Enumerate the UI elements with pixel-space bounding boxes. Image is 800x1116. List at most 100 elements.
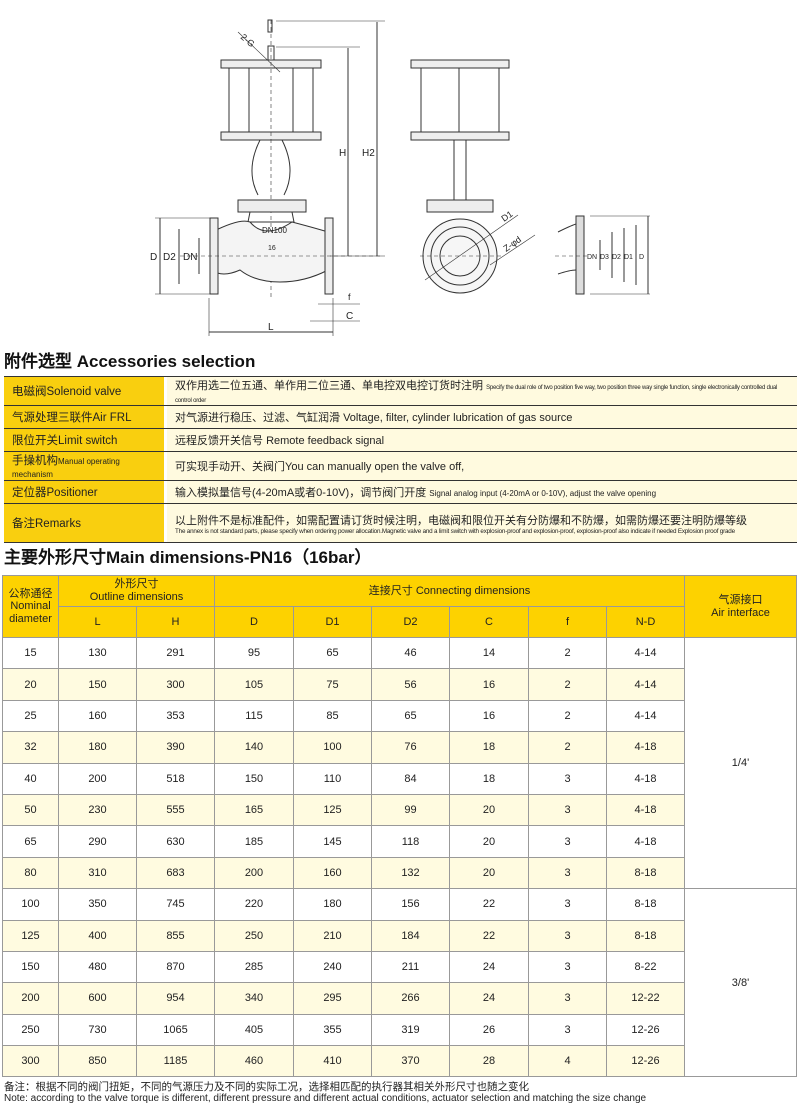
accessories-table: 电磁阀Solenoid valve 双作用选二位五通、单作用二位三通、单电控双电控… bbox=[4, 376, 797, 543]
table-cell: 3 bbox=[528, 762, 607, 795]
table-row: 125 400 855 250 210 184 22 3 8-18 bbox=[2, 919, 797, 952]
table-cell: 291 bbox=[136, 636, 215, 670]
table-cell: 65 bbox=[293, 636, 372, 670]
table-cell: 22 bbox=[449, 919, 529, 952]
table-cell: 3 bbox=[528, 919, 607, 952]
c-label: C bbox=[346, 311, 353, 322]
table-cell: 518 bbox=[136, 762, 215, 795]
accessory-row: 手操机构Manual operating mechanism 可实现手动开、关阀门… bbox=[4, 452, 797, 480]
d2-label: D2 bbox=[163, 252, 176, 263]
table-cell: 65 bbox=[371, 699, 450, 733]
accessory-desc-cn: 远程反馈开关信号 bbox=[175, 435, 263, 447]
table-cell: 16 bbox=[449, 699, 529, 733]
h2-label: H2 bbox=[362, 148, 375, 159]
table-cell: 4-14 bbox=[606, 699, 685, 733]
table-cell: 405 bbox=[214, 1013, 294, 1047]
column-header: f bbox=[528, 606, 607, 638]
table-cell: 132 bbox=[371, 856, 450, 890]
table-cell: 954 bbox=[136, 982, 215, 1015]
table-cell: 410 bbox=[293, 1045, 372, 1078]
accessory-label: 手操机构 bbox=[12, 455, 58, 467]
accessory-label: 气源处理三联件Air FRL bbox=[4, 406, 167, 428]
table-cell: 84 bbox=[371, 762, 450, 795]
table-cell: 200 bbox=[58, 762, 137, 795]
accessory-label: 备注Remarks bbox=[4, 504, 167, 542]
table-cell: 1065 bbox=[136, 1013, 215, 1047]
table-cell: 2 bbox=[528, 731, 607, 764]
table-cell: 24 bbox=[449, 982, 529, 1015]
table-cell: 4-14 bbox=[606, 668, 685, 701]
column-header: D bbox=[214, 606, 294, 638]
z-phi-d-label: Z-φd bbox=[501, 234, 523, 253]
table-cell: 240 bbox=[293, 950, 372, 984]
table-cell: 105 bbox=[214, 668, 294, 701]
table-cell: 22 bbox=[449, 888, 529, 921]
table-cell: 150 bbox=[2, 950, 59, 984]
l-label: L bbox=[268, 322, 274, 333]
column-header: N-D bbox=[606, 606, 685, 638]
flange-label-dn: DN bbox=[587, 254, 597, 261]
accessory-desc-en: The annex is not standard parts, please … bbox=[175, 527, 735, 535]
table-cell: 110 bbox=[293, 762, 372, 795]
table-row: 50 230 555 165 125 99 20 3 4-18 bbox=[2, 793, 797, 827]
accessory-row: 定位器Positioner 输入模拟量信号(4-20mA或者0-10V)，调节阀门… bbox=[4, 481, 797, 503]
table-cell: 850 bbox=[58, 1045, 137, 1078]
table-cell: 25 bbox=[2, 699, 59, 733]
table-cell: 3 bbox=[528, 982, 607, 1015]
table-cell: 4-18 bbox=[606, 731, 685, 764]
table-cell: 160 bbox=[293, 856, 372, 890]
table-cell: 285 bbox=[214, 950, 294, 984]
table-cell: 80 bbox=[2, 856, 59, 890]
table-cell: 185 bbox=[214, 825, 294, 858]
table-row: 65 290 630 185 145 118 20 3 4-18 bbox=[2, 825, 797, 858]
table-cell: 683 bbox=[136, 856, 215, 890]
accessories-title: 附件选型 Accessories selection bbox=[4, 352, 256, 371]
table-cell: 1185 bbox=[136, 1045, 215, 1078]
table-cell: 220 bbox=[214, 888, 294, 921]
table-cell: 125 bbox=[293, 793, 372, 827]
table-cell: 370 bbox=[371, 1045, 450, 1078]
table-cell: 8-18 bbox=[606, 888, 685, 921]
table-cell: 300 bbox=[136, 668, 215, 701]
accessory-desc-cn: 可实现手动开、关阀门 bbox=[175, 461, 285, 473]
table-row: 300 850 1185 460 410 370 28 4 12-26 bbox=[2, 1045, 797, 1078]
header-connecting: 连接尺寸 Connecting dimensions bbox=[214, 575, 685, 607]
table-cell: 99 bbox=[371, 793, 450, 827]
table-cell: 210 bbox=[293, 919, 372, 952]
table-cell: 40 bbox=[2, 762, 59, 795]
table-row: 20 150 300 105 75 56 16 2 4-14 bbox=[2, 668, 797, 701]
table-cell: 300 bbox=[2, 1045, 59, 1078]
table-cell: 200 bbox=[2, 982, 59, 1015]
table-cell: 160 bbox=[58, 699, 137, 733]
table-cell: 26 bbox=[449, 1013, 529, 1047]
table-cell: 46 bbox=[371, 636, 450, 670]
front-view: DN100 16 2-G H H2 D D2 DN L f C bbox=[150, 19, 385, 336]
table-cell: 3 bbox=[528, 825, 607, 858]
table-row: 25 160 353 115 85 65 16 2 4-14 bbox=[2, 699, 797, 733]
table-cell: 295 bbox=[293, 982, 372, 1015]
column-header: C bbox=[449, 606, 529, 638]
table-cell: 340 bbox=[214, 982, 294, 1015]
dn100-label: DN100 bbox=[262, 226, 287, 235]
table-cell: 20 bbox=[449, 825, 529, 858]
table-cell: 2 bbox=[528, 636, 607, 670]
table-cell: 3 bbox=[528, 793, 607, 827]
table-cell: 20 bbox=[2, 668, 59, 701]
header-nominal: 公称通径 Nominal diameter bbox=[2, 575, 59, 638]
table-cell: 95 bbox=[214, 636, 294, 670]
table-cell: 600 bbox=[58, 982, 137, 1015]
flange-label-d1: D1 bbox=[624, 254, 633, 261]
table-cell: 4-14 bbox=[606, 636, 685, 670]
table-cell: 18 bbox=[449, 731, 529, 764]
table-cell: 180 bbox=[58, 731, 137, 764]
table-cell: 65 bbox=[2, 825, 59, 858]
accessory-row: 备注Remarks 以上附件不是标准配件，如需配置请订货时候注明，电磁阀和限位开关… bbox=[4, 504, 797, 542]
column-header: H bbox=[136, 606, 215, 638]
dn-label: DN bbox=[183, 252, 197, 263]
valve-technical-drawing: DN100 16 2-G H H2 D D2 DN L f C bbox=[150, 19, 650, 336]
table-cell: 390 bbox=[136, 731, 215, 764]
table-cell: 165 bbox=[214, 793, 294, 827]
table-cell: 50 bbox=[2, 793, 59, 827]
column-header: D1 bbox=[293, 606, 372, 638]
table-cell: 200 bbox=[214, 856, 294, 890]
